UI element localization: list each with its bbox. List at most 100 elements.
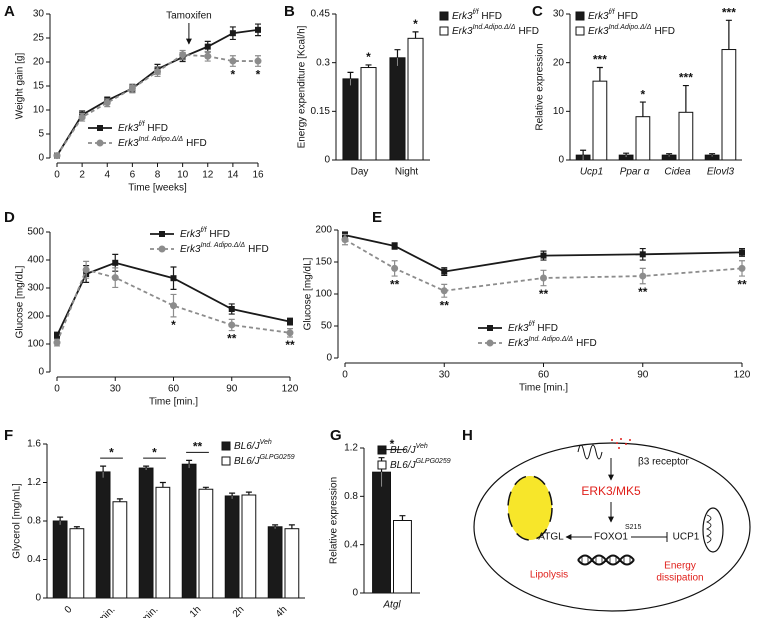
bar [372,471,391,594]
x-tick-label: Night [395,167,419,178]
x-tick-label: 2h [231,604,247,618]
marker [53,339,61,347]
x-tick-label: Ppar α [620,167,650,178]
x-tick-label: 6 [130,170,136,181]
mitochondrion [702,507,724,553]
bar [181,463,197,599]
legend-label: Erk3f/f HFD [508,321,558,334]
lipase-label: ATGL [538,532,564,543]
legend-superscript: Ind.Adipo.Δ/Δ [473,24,516,31]
legend-suffix: HFD [209,229,230,240]
x-tick-label: 16 [252,170,264,181]
y-tick-label: 30 [553,9,565,20]
legend-marker [486,339,494,347]
legend-suffix: HFD [518,26,539,37]
legend-name: Erk3 [180,229,201,240]
uncoupler-label: UCP1 [673,532,700,543]
y-tick-label: 0 [38,153,44,164]
x-tick-label: 8 [155,170,161,181]
x-tick-label: 0 [63,604,75,616]
panel-d: D 0 100 200 300 400 500 Glucose [mg/dL] 0 30 60 90 1… [4,209,299,408]
x-axis-title: Time [min.] [149,397,198,408]
marker [78,113,86,121]
panel-c: C 0 10 20 30 Relative expression Ucp1 Ppar α Cid… [532,3,742,178]
x-tick-label: Ucp1 [580,167,603,178]
panel-g: G 0 0.4 0.8 1.2 Relative expression Atgl BL6/J V… [329,427,451,611]
legend-suffix: HFD [481,11,502,22]
x-tick-label: 30 [110,384,122,395]
legend-name: BL6/J [234,441,261,452]
legend-suffix: HFD [654,26,675,37]
legend-label: Erk3f/f HFD [118,121,168,134]
significance: * [152,445,157,459]
x-tick-label: 90 [226,384,238,395]
marker [228,306,235,312]
legend-name: Erk3 [452,26,473,37]
legend-marker [158,245,166,253]
legend-label: BL6/JGLPG0259 [234,454,295,467]
y-tick-label: 0 [326,353,332,364]
series-line [344,234,743,273]
y-tick-label: 0 [352,588,358,599]
y-axis-title: Glycerol [mg/mL] [12,483,23,559]
legend-label: Erk3Ind. Adipo.Δ/Δ HFD [180,242,269,255]
significance: ** [193,440,203,454]
panel-letter: G [330,427,342,444]
x-tick-label: 4h [274,604,290,618]
significance: ** [638,285,648,299]
significance: * [109,445,114,459]
legend-name: Erk3 [508,338,529,349]
panel-letter: A [4,3,15,20]
panel-letter: H [462,427,473,444]
y-tick-label: 0 [38,367,44,378]
y-tick-label: 0.8 [27,516,41,527]
legend-superscript: f/f [473,9,480,16]
panel-letter: E [372,209,382,226]
x-tick-label: 60 [538,370,550,381]
bar [407,37,424,161]
kinase-label: ERK3/MK5 [581,484,641,498]
marker [341,236,349,244]
x-axis-title: Time [min.] [519,383,568,394]
legend-label: Erk3Ind. Adipo.Δ/Δ HFD [508,336,597,349]
y-tick-label: 0.45 [311,9,331,20]
x-tick-label: 90 [637,370,649,381]
x-tick-label: 15min. [88,604,117,618]
marker [111,274,119,282]
significance: ** [390,277,400,291]
legend-marker [159,231,165,237]
legend-suffix: HFD [537,323,558,334]
legend-name: Erk3 [118,123,139,134]
bar [69,528,85,599]
marker [738,264,746,272]
legend-swatch [439,11,449,21]
significance: *** [679,71,693,85]
x-tick-label: 0 [342,370,348,381]
bar [95,471,111,599]
energy-label: Energy [664,561,696,572]
panel-letter: C [532,3,543,20]
marker [739,249,745,256]
significance: * [641,87,646,101]
bar [389,57,406,161]
marker [170,275,177,282]
significance: *** [722,5,736,19]
y-tick-label: 1.2 [344,443,358,454]
marker [639,272,647,280]
marker [255,26,261,33]
x-tick-label: Elovl3 [707,167,735,178]
legend-marker [96,139,104,147]
series-line [344,238,743,292]
phosphosite-label: S215 [625,524,641,531]
significance: ** [285,338,295,352]
significance: * [390,437,395,451]
bar [635,116,651,161]
x-tick-label: 120 [734,370,751,381]
significance: *** [593,53,607,67]
cristae [706,514,712,544]
legend-marker [487,325,493,331]
marker [204,52,212,60]
legend-name: BL6/J [234,456,261,467]
y-tick-label: 0 [324,155,330,166]
legend-label: Erk3f/f HFD [588,9,638,22]
